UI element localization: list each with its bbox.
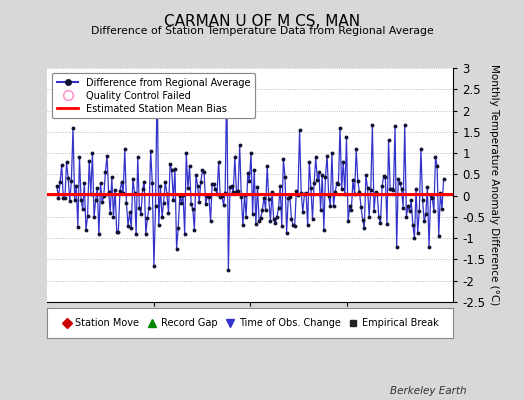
Legend: Difference from Regional Average, Quality Control Failed, Estimated Station Mean: Difference from Regional Average, Qualit… — [52, 73, 255, 118]
Y-axis label: Monthly Temperature Anomaly Difference (°C): Monthly Temperature Anomaly Difference (… — [489, 64, 499, 306]
Text: CARMAN U OF M CS, MAN: CARMAN U OF M CS, MAN — [164, 14, 360, 29]
Legend: Station Move, Record Gap, Time of Obs. Change, Empirical Break: Station Move, Record Gap, Time of Obs. C… — [58, 314, 443, 332]
Text: Berkeley Earth: Berkeley Earth — [390, 386, 466, 396]
Text: Difference of Station Temperature Data from Regional Average: Difference of Station Temperature Data f… — [91, 26, 433, 36]
